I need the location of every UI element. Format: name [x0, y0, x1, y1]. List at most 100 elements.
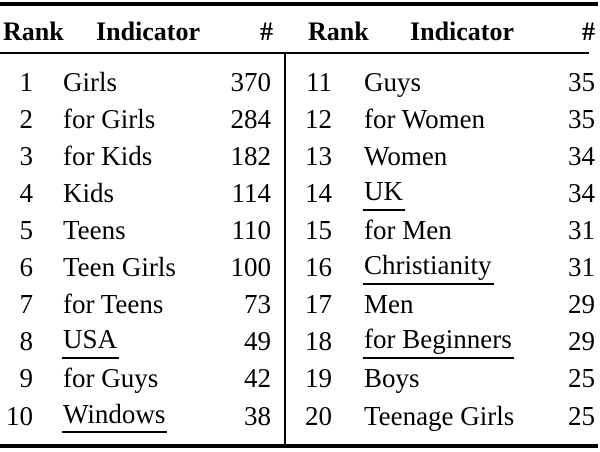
count-cell: 35 — [568, 103, 595, 134]
indicator-cell: Windows — [62, 399, 168, 434]
table-row: 11 Guys 35 — [286, 64, 600, 101]
table-left-column-group: 1 Girls 370 2 for Girls 284 3 for Kids 1… — [0, 54, 284, 444]
header-indicator-left: Indicator — [96, 17, 200, 46]
indicator-cell: for Kids — [63, 140, 153, 172]
count-cell: 370 — [230, 66, 272, 97]
indicator-cell: Men — [364, 289, 414, 320]
header-count-left: # — [260, 17, 273, 46]
indicator-cell: Girls — [63, 66, 117, 98]
indicator-cell: for Men — [364, 215, 452, 246]
indicator-cell: USA — [62, 325, 120, 360]
count-cell: 29 — [568, 289, 595, 320]
count-cell: 114 — [231, 177, 272, 208]
count-cell: 31 — [568, 215, 595, 246]
header-left-half: Rank Indicator # — [0, 6, 285, 52]
indicator-text: for Girls — [63, 103, 156, 134]
count-cell: 49 — [244, 326, 271, 357]
count-cell: 284 — [230, 103, 272, 134]
count-cell: 73 — [244, 289, 271, 320]
indicator-cell: Kids — [63, 177, 115, 209]
header-count-right: # — [582, 17, 595, 46]
header-rank-left: Rank — [3, 17, 64, 46]
indicator-cell: for Guys — [63, 364, 158, 394]
rank-cell: 3 — [19, 140, 34, 171]
indicator-cell: UK — [363, 176, 405, 211]
indicator-cell: Guys — [364, 66, 422, 98]
table-row: 13 Women 34 — [286, 138, 600, 175]
table-row: 18 for Beginners 29 — [286, 324, 600, 361]
indicator-text: Christianity — [363, 250, 494, 285]
rank-cell: 12 — [305, 103, 332, 134]
rank-cell: 14 — [305, 177, 332, 208]
rank-cell: 9 — [19, 363, 34, 394]
table-row: 9 for Guys 42 — [0, 361, 284, 398]
table-body: 1 Girls 370 2 for Girls 284 3 for Kids 1… — [0, 54, 600, 444]
indicator-cell: for Beginners — [363, 325, 514, 360]
count-cell: 25 — [568, 363, 595, 394]
table-right-column-group: 11 Guys 35 12 for Women 35 13 Women 34 1… — [286, 54, 600, 444]
mid-rule — [0, 52, 589, 54]
indicator-text: for Men — [364, 215, 452, 246]
indicator-cell: Women — [364, 140, 448, 172]
indicator-text: for Teens — [63, 289, 164, 320]
rank-cell: 6 — [19, 252, 34, 283]
count-cell: 100 — [230, 252, 272, 283]
table-row: 17 Men 29 — [286, 287, 600, 324]
rank-cell: 15 — [305, 215, 332, 246]
table-row: 7 for Teens 73 — [0, 287, 284, 324]
indicator-text: Girls — [63, 66, 117, 97]
indicator-text: USA — [62, 325, 120, 360]
indicator-cell: for Teens — [63, 289, 164, 320]
rank-cell: 2 — [19, 103, 34, 134]
table-row: 1 Girls 370 — [0, 64, 284, 101]
indicator-text: Women — [364, 140, 448, 171]
count-cell: 34 — [568, 140, 595, 171]
rank-cell: 1 — [19, 66, 34, 97]
table-row: 4 Kids 114 — [0, 175, 284, 212]
indicator-text: Guys — [364, 66, 422, 97]
rank-cell: 20 — [305, 400, 332, 431]
table-header-row: Rank Indicator # Rank Indicator # — [0, 6, 600, 52]
rank-cell: 7 — [19, 289, 34, 320]
count-cell: 34 — [568, 177, 595, 208]
top-rule — [0, 2, 598, 6]
indicator-cell: Teen Girls — [63, 252, 176, 283]
count-cell: 182 — [230, 140, 272, 171]
table-row: 3 for Kids 182 — [0, 138, 284, 175]
rank-cell: 17 — [305, 289, 332, 320]
count-cell: 35 — [568, 66, 595, 97]
header-indicator-right: Indicator — [410, 17, 514, 46]
indicator-text: for Guys — [63, 363, 159, 394]
indicator-text: Men — [364, 289, 414, 320]
rank-cell: 8 — [19, 326, 34, 357]
rank-cell: 5 — [19, 215, 34, 246]
table-row: 12 for Women 35 — [286, 101, 600, 138]
rank-cell: 10 — [6, 400, 33, 431]
count-cell: 31 — [568, 252, 595, 283]
table-row: 8 USA 49 — [0, 324, 284, 361]
indicator-cell: Teens — [63, 215, 126, 246]
indicator-cell: Teenage Girls — [364, 401, 514, 432]
table-row: 14 UK 34 — [286, 175, 600, 212]
table-row: 5 Teens 110 — [0, 212, 284, 249]
rank-cell: 4 — [19, 177, 34, 208]
indicator-text: for Kids — [63, 140, 153, 171]
indicator-text: for Beginners — [363, 325, 514, 360]
indicator-cell: for Women — [364, 103, 486, 135]
count-cell: 25 — [568, 400, 595, 431]
count-cell: 110 — [231, 215, 272, 246]
rank-cell: 16 — [305, 252, 332, 283]
count-cell: 42 — [244, 363, 271, 394]
indicator-text: Kids — [63, 177, 115, 208]
table-row: 10 Windows 38 — [0, 398, 284, 435]
table-row: 19 Boys 25 — [286, 361, 600, 398]
indicator-text: for Women — [364, 103, 486, 134]
indicator-text: UK — [363, 176, 405, 211]
table-row: 6 Teen Girls 100 — [0, 249, 284, 286]
indicator-text: Teens — [63, 215, 126, 246]
header-rank-right: Rank — [308, 17, 369, 46]
table-row: 16 Christianity 31 — [286, 249, 600, 286]
rank-cell: 11 — [306, 66, 332, 97]
indicator-cell: Boys — [364, 364, 420, 394]
rank-cell: 18 — [305, 326, 332, 357]
